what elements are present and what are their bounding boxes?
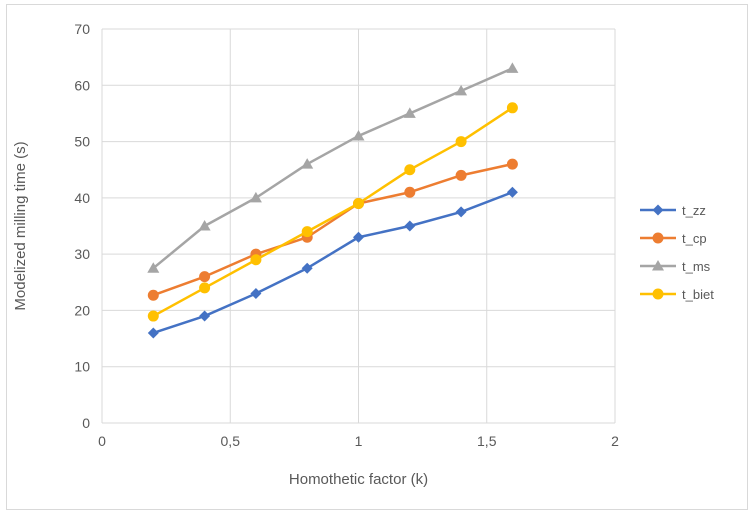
data-point	[199, 271, 211, 283]
y-axis-label: Modelized milling time (s)	[12, 141, 29, 310]
legend-label: t_zz	[682, 203, 706, 218]
data-point	[147, 310, 159, 322]
data-point	[455, 84, 468, 96]
x-axis-label: Homothetic factor (k)	[289, 471, 428, 488]
y-tick-label: 0	[82, 415, 90, 431]
data-point	[147, 289, 159, 301]
data-point	[455, 206, 467, 218]
data-point	[403, 107, 416, 118]
data-point	[199, 282, 211, 294]
x-tick-label: 1,5	[477, 433, 497, 449]
legend: t_zz t_cp t_ms t_biet	[640, 203, 714, 302]
data-point	[301, 226, 313, 238]
data-point	[352, 129, 365, 141]
data-point	[249, 191, 262, 203]
x-tick-label: 0	[98, 433, 106, 449]
y-tick-label: 60	[74, 77, 90, 93]
data-point	[147, 327, 159, 339]
grid	[101, 28, 616, 424]
data-point	[506, 158, 518, 170]
data-point	[353, 197, 364, 209]
legend-item: t_zz	[640, 203, 706, 218]
data-point	[404, 220, 416, 232]
legend-item: t_ms	[640, 259, 711, 274]
legend-marker	[652, 232, 664, 244]
y-tick-label: 20	[74, 302, 90, 318]
data-point	[250, 254, 262, 266]
data-point	[353, 231, 364, 243]
y-tick-label: 40	[74, 190, 90, 206]
y-tick-label: 30	[74, 246, 90, 262]
y-tick-label: 70	[74, 21, 90, 37]
legend-marker	[652, 288, 664, 300]
series-t-zz	[147, 186, 518, 339]
legend-marker	[652, 204, 664, 216]
legend-item: t_biet	[640, 287, 714, 302]
legend-item: t_cp	[640, 231, 707, 246]
series-line	[152, 67, 513, 270]
data-point	[301, 158, 314, 169]
series-t-ms	[147, 62, 519, 273]
data-point	[455, 169, 467, 181]
y-tick-label: 10	[74, 359, 90, 375]
legend-marker	[652, 260, 664, 271]
data-point	[506, 62, 519, 73]
x-tick-label: 2	[611, 433, 619, 449]
series-layer	[147, 62, 519, 339]
legend-label: t_ms	[682, 259, 711, 274]
data-point	[147, 262, 160, 273]
series-t-biet	[147, 102, 518, 322]
y-tick-label: 50	[74, 134, 90, 150]
legend-label: t_cp	[682, 231, 707, 246]
data-point	[506, 186, 518, 198]
series-line	[152, 191, 513, 335]
legend-label: t_biet	[682, 287, 714, 302]
series-line	[152, 106, 514, 318]
x-tick-label: 0,5	[221, 433, 241, 449]
data-point	[199, 310, 211, 322]
chart-frame	[6, 4, 748, 510]
data-point	[506, 102, 518, 114]
series-line	[152, 162, 513, 297]
data-point	[455, 136, 467, 148]
data-point	[250, 288, 262, 300]
data-point	[198, 220, 211, 231]
tick-labels: 0 10 20 30 40 50 60 70 0 0,5 1 1,5 2	[74, 21, 619, 449]
data-point	[404, 186, 416, 198]
x-tick-label: 1	[355, 433, 363, 449]
data-point	[404, 164, 416, 176]
data-point	[301, 262, 313, 274]
